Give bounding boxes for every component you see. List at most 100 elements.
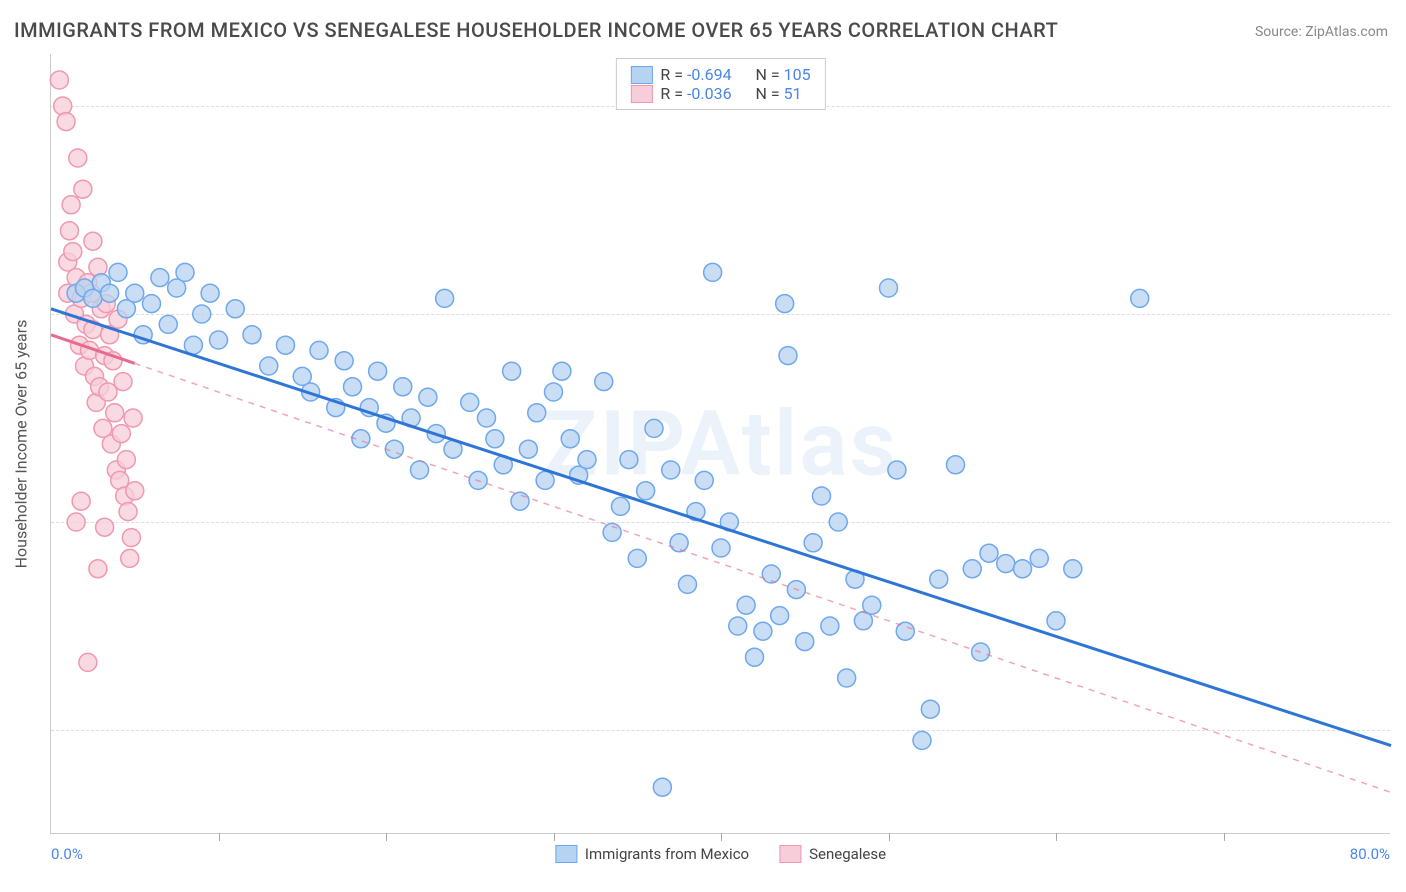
data-point <box>117 451 135 469</box>
data-point <box>737 596 755 614</box>
y-tick-label: $40,000 <box>1396 513 1406 531</box>
legend-swatch-mexico <box>555 845 577 863</box>
scatter-svg <box>51 54 1390 833</box>
data-point <box>436 289 454 307</box>
data-point <box>503 362 521 380</box>
data-point <box>561 430 579 448</box>
y-tick-label: $80,000 <box>1396 97 1406 115</box>
data-point <box>260 357 278 375</box>
data-point <box>620 451 638 469</box>
data-point <box>243 326 261 344</box>
data-point <box>109 263 127 281</box>
data-point <box>921 700 939 718</box>
data-point <box>67 513 85 531</box>
data-point <box>461 393 479 411</box>
data-point <box>1014 560 1032 578</box>
data-point <box>645 419 663 437</box>
data-point <box>143 295 161 313</box>
data-point <box>1064 560 1082 578</box>
data-point <box>829 513 847 531</box>
data-point <box>344 378 362 396</box>
data-point <box>126 482 144 500</box>
data-point <box>419 388 437 406</box>
data-point <box>84 232 102 250</box>
data-point <box>804 534 822 552</box>
data-point <box>210 331 228 349</box>
data-point <box>124 409 142 427</box>
data-point <box>193 305 211 323</box>
data-point <box>122 529 140 547</box>
plot-area: ZIPAtlas $20,000$40,000$60,000$80,000 R … <box>50 54 1390 834</box>
data-point <box>50 71 68 89</box>
legend-swatch-senegalese <box>779 845 801 863</box>
data-point <box>54 97 72 115</box>
data-point <box>670 534 688 552</box>
legend-swatch-1 <box>630 66 652 84</box>
data-point <box>121 549 139 567</box>
data-point <box>695 471 713 489</box>
data-point <box>776 295 794 313</box>
data-point <box>74 180 92 198</box>
legend-swatch-2 <box>630 85 652 103</box>
data-point <box>947 456 965 474</box>
data-point <box>335 352 353 370</box>
data-point <box>754 622 772 640</box>
data-point <box>101 284 119 302</box>
data-point <box>1030 549 1048 567</box>
data-point <box>60 222 78 240</box>
data-point <box>1131 289 1149 307</box>
data-point <box>612 497 630 515</box>
data-point <box>277 336 295 354</box>
x-axis-max-label: 80.0% <box>1350 845 1390 863</box>
data-point <box>79 653 97 671</box>
data-point <box>888 461 906 479</box>
data-point <box>69 149 87 167</box>
data-point <box>545 383 563 401</box>
data-point <box>369 362 387 380</box>
data-point <box>201 284 219 302</box>
data-point <box>151 269 169 287</box>
data-point <box>880 279 898 297</box>
data-point <box>119 503 137 521</box>
data-point <box>89 258 107 276</box>
source-label: Source: ZipAtlas.com <box>1255 24 1388 40</box>
data-point <box>653 778 671 796</box>
correlation-legend: R = -0.694 N = 105 R = -0.036 N = 51 <box>615 58 825 110</box>
data-point <box>628 549 646 567</box>
data-point <box>796 633 814 651</box>
data-point <box>963 560 981 578</box>
data-point <box>913 731 931 749</box>
data-point <box>997 555 1015 573</box>
data-point <box>771 607 789 625</box>
data-point <box>126 284 144 302</box>
data-point <box>89 560 107 578</box>
chart-title: IMMIGRANTS FROM MEXICO VS SENEGALESE HOU… <box>14 18 1058 42</box>
data-point <box>930 570 948 588</box>
data-point <box>1047 612 1065 630</box>
data-point <box>821 617 839 635</box>
data-point <box>704 263 722 281</box>
data-point <box>536 471 554 489</box>
series-legend: Immigrants from Mexico Senegalese <box>555 845 886 863</box>
data-point <box>310 341 328 359</box>
data-point <box>411 461 429 479</box>
data-point <box>64 243 82 261</box>
data-point <box>746 648 764 666</box>
data-point <box>112 425 130 443</box>
y-tick-label: $20,000 <box>1396 721 1406 739</box>
data-point <box>394 378 412 396</box>
data-point <box>980 544 998 562</box>
data-point <box>553 362 571 380</box>
data-point <box>57 113 75 131</box>
data-point <box>528 404 546 422</box>
data-point <box>159 315 177 333</box>
data-point <box>729 617 747 635</box>
x-axis-min-label: 0.0% <box>51 845 83 863</box>
data-point <box>863 596 881 614</box>
data-point <box>176 263 194 281</box>
data-point <box>72 492 90 510</box>
y-axis-title: Householder Income Over 65 years <box>12 319 31 568</box>
regression-line-dashed <box>135 363 1391 792</box>
data-point <box>679 575 697 593</box>
data-point <box>486 430 504 448</box>
